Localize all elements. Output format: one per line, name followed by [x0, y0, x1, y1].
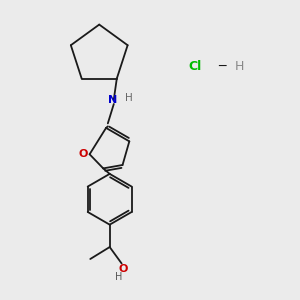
Text: H: H: [235, 60, 244, 73]
Text: N: N: [108, 94, 117, 104]
Text: H: H: [115, 272, 122, 282]
Text: Cl: Cl: [189, 60, 202, 73]
Text: O: O: [78, 149, 88, 159]
Text: H: H: [125, 93, 133, 103]
Text: O: O: [118, 264, 128, 274]
Text: ─: ─: [218, 60, 225, 73]
